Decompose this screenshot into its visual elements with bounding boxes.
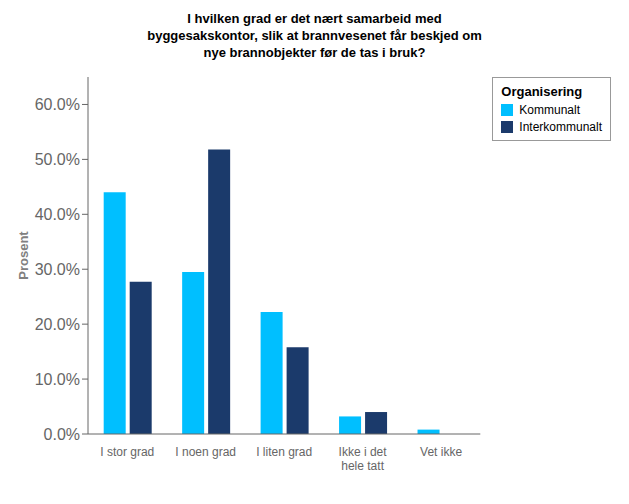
html-text:Organisering: Organisering bbox=[501, 84, 583, 99]
svg-text:40.0%: 40.0% bbox=[35, 206, 80, 223]
svg-text:10.0%: 10.0% bbox=[35, 371, 80, 388]
html-text:Kommunalt: Kommunalt bbox=[519, 103, 580, 117]
svg-text:20.0%: 20.0% bbox=[35, 316, 80, 333]
svg-text:60.0%: 60.0% bbox=[35, 96, 80, 113]
svg-text:I noen grad: I noen grad bbox=[175, 445, 236, 459]
svg-text:50.0%: 50.0% bbox=[35, 151, 80, 168]
svg-text:I liten grad: I liten grad bbox=[256, 445, 312, 459]
svg-text:Prosent: Prosent bbox=[16, 231, 31, 280]
svg-text:30.0%: 30.0% bbox=[35, 261, 80, 278]
svg-text:Ikke i dethele tatt: Ikke i dethele tatt bbox=[339, 445, 388, 473]
svg-text:Vet ikke: Vet ikke bbox=[420, 445, 462, 459]
svg-text:0.0%: 0.0% bbox=[44, 426, 80, 443]
html-text:I hvilken grad er det nært sam: I hvilken grad er det nært samarbeid med… bbox=[147, 11, 482, 60]
html-text:Interkommunalt: Interkommunalt bbox=[519, 120, 602, 134]
svg-text:I stor grad: I stor grad bbox=[100, 445, 154, 459]
